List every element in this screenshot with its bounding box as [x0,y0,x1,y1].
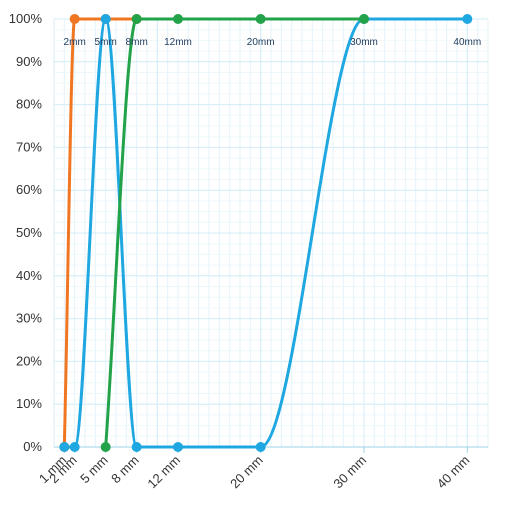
y-tick-label: 60% [16,182,42,197]
axes [53,19,488,448]
y-tick-label: 20% [16,353,42,368]
y-tick-label: 30% [16,311,42,326]
data-point[interactable] [100,14,111,24]
point-label: 8mm [126,37,148,48]
y-tick-label: 100% [9,11,43,26]
data-point[interactable] [100,442,111,452]
data-point[interactable] [462,14,473,24]
x-tick-label: 30 mm [330,453,369,492]
point-label: 2mm [64,37,86,48]
y-tick-label: 80% [16,97,42,112]
y-tick-label: 0% [23,439,42,454]
x-tick-label: 2 mm [46,453,80,487]
data-point[interactable] [59,442,70,452]
point-label: 40mm [453,37,481,48]
data-point[interactable] [173,14,183,24]
series-points [59,14,473,452]
data-point[interactable] [131,442,142,452]
point-label: 20mm [247,37,275,48]
y-tick-label: 10% [16,396,42,411]
y-tick-label: 70% [16,139,42,154]
x-tick-label: 40 mm [434,453,473,492]
x-tick-label: 12 mm [144,453,183,492]
x-tick-label: 8 mm [108,453,142,487]
data-point[interactable] [359,14,369,24]
data-point[interactable] [173,442,183,452]
data-point[interactable] [69,14,80,24]
point-labels: 2mm 5mm 8mm 12mm 20mm 30mm 40mm [64,37,482,48]
series-line-3 [104,17,366,449]
point-label: 12mm [164,37,192,48]
y-tick-label: 90% [16,54,42,69]
point-label: 5mm [95,37,117,48]
data-point[interactable] [131,14,142,24]
data-point[interactable] [255,442,266,452]
x-tick-label: 5 mm [77,453,111,487]
y-tick-label: 50% [16,225,42,240]
data-point[interactable] [69,442,80,452]
data-point[interactable] [255,14,266,24]
x-axis-ticks: 1 mm2 mm5 mm8 mm 12 mm 20 mm 30 mm 40 mm [36,447,473,492]
y-axis-ticks: 0% 10% 20% 30% 40% 50% 60% 70% 80% 90% 100% [9,11,43,454]
point-label: 30mm [350,37,378,48]
y-tick-label: 40% [16,268,42,283]
x-tick-label: 20 mm [227,453,266,492]
